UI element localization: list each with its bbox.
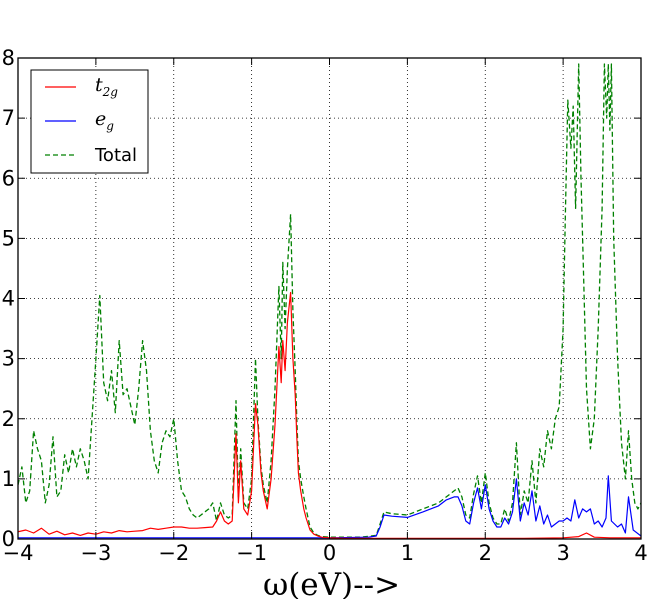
legend-label-t2g: t2g — [95, 74, 118, 99]
y-tick-label: 4 — [2, 287, 15, 311]
x-tick-label: 2 — [479, 541, 492, 565]
legend-label-total: Total — [94, 145, 137, 166]
x-tick-label: −2 — [158, 541, 189, 565]
y-tick-label: 2 — [2, 407, 15, 431]
tick-labels: −4 −3 −2 −1 0 1 2 3 4 0 1 2 3 4 5 6 7 8 — [2, 46, 648, 565]
y-tick-label: 1 — [2, 467, 15, 491]
ticks — [17, 57, 642, 540]
y-tick-label: 8 — [2, 46, 15, 70]
legend-label-eg: eg — [95, 108, 114, 133]
series-line-eg — [18, 475, 641, 539]
x-tick-label: 0 — [323, 541, 336, 565]
series-line-total — [18, 63, 641, 538]
x-tick-label: −4 — [3, 541, 34, 565]
y-tick-label: 6 — [2, 166, 15, 190]
y-tick-label: 7 — [2, 106, 15, 130]
y-tick-label: 0 — [2, 527, 15, 551]
x-tick-label: 4 — [634, 541, 647, 565]
x-tick-label: −1 — [236, 541, 267, 565]
legend: t2g eg Total — [30, 69, 149, 174]
x-tick-label: 1 — [401, 541, 414, 565]
x-axis-label: ω(eV)--> — [263, 567, 400, 599]
x-tick-label: 3 — [556, 541, 569, 565]
x-tick-label: −3 — [80, 541, 111, 565]
y-tick-label: 5 — [2, 226, 15, 250]
y-tick-label: 3 — [2, 347, 15, 371]
